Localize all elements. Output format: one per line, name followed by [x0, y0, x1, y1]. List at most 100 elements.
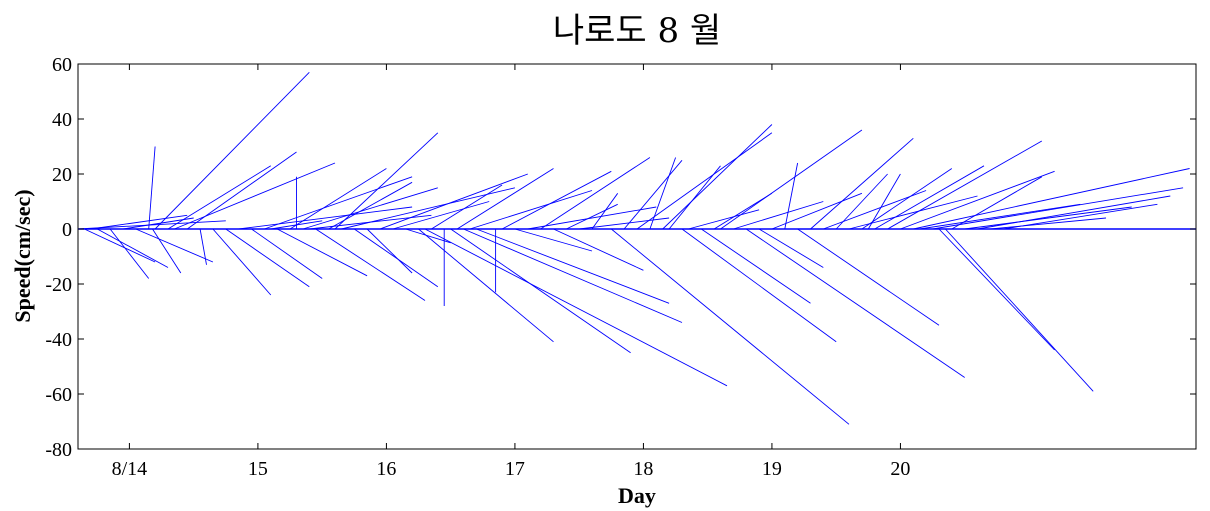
vector-stick [964, 206, 1132, 230]
vector-stick [264, 176, 413, 230]
vector-stick [90, 214, 188, 230]
vector-stick [84, 228, 156, 263]
vector-stick [784, 162, 799, 230]
x-tick-label: 15 [248, 458, 268, 480]
vector-stick [688, 209, 760, 230]
x-tick-label: 17 [505, 458, 525, 480]
chart-title: 나로도 8 월 [553, 11, 721, 51]
vector-stick [990, 217, 1107, 230]
vector-stick [861, 168, 953, 230]
y-axis-label: Speed(cm/sec) [10, 189, 35, 322]
vector-stick [238, 206, 413, 230]
vector-stick [251, 228, 323, 279]
vector-stick [450, 228, 631, 354]
vector-stick [900, 170, 1055, 230]
vector-stick [566, 203, 618, 230]
vector-stick [456, 168, 554, 230]
vector-stick [720, 129, 863, 230]
vector-stick [501, 170, 612, 230]
x-axis-ticks: 8/14 15 16 17 18 19 20 [112, 64, 910, 480]
vector-sticks [77, 71, 1190, 425]
vector-stick [579, 217, 670, 230]
plot-area-frame [77, 63, 1197, 450]
y-tick-label: -60 [45, 384, 72, 406]
x-tick-label: 18 [633, 458, 653, 480]
vector-stick [932, 187, 1184, 230]
vector-stick [540, 157, 651, 230]
vector-stick [392, 201, 490, 230]
vector-stick [424, 228, 728, 387]
y-tick-label: 40 [52, 109, 72, 131]
vector-stick [97, 228, 169, 268]
vector-stick [733, 201, 824, 230]
vector-stick [810, 137, 914, 230]
x-tick-label: 8/14 [112, 458, 148, 480]
x-axis-label: Day [618, 483, 656, 508]
y-tick-label: -80 [45, 439, 72, 461]
vector-stick [874, 165, 985, 230]
vector-stick [636, 132, 773, 230]
vector-stick [835, 173, 888, 230]
vector-stick [938, 228, 1055, 351]
vector-stick [186, 151, 297, 230]
vector-stick [553, 228, 644, 271]
vector-stick [122, 217, 194, 230]
vector-stick [701, 228, 811, 304]
vector-stick [913, 168, 1190, 230]
vector-stick [167, 165, 272, 230]
vector-stick [148, 146, 156, 230]
vector-stick [302, 187, 438, 230]
vector-stick [135, 228, 214, 263]
vector-stick [418, 228, 554, 343]
vector-stick [514, 228, 593, 252]
x-tick-label: 19 [762, 458, 782, 480]
vector-stick [315, 228, 426, 301]
vector-stick [662, 124, 773, 230]
x-tick-label: 20 [890, 458, 910, 480]
vector-stick [951, 176, 1043, 230]
y-tick-label: 0 [62, 219, 72, 241]
y-tick-label: 20 [52, 164, 72, 186]
y-tick-label: -20 [45, 274, 72, 296]
vector-stick [668, 165, 721, 230]
vector-stick [405, 228, 451, 244]
vector-stick [212, 228, 272, 296]
vector-stick [527, 206, 657, 230]
vector-stick [152, 228, 182, 274]
vector-stick [591, 193, 619, 230]
vector-stick [945, 228, 1094, 392]
vector-stick [174, 162, 336, 230]
vector-stick [797, 228, 940, 326]
vector-stick [276, 228, 368, 277]
vector-stick [199, 228, 207, 265]
vector-stick [109, 228, 150, 279]
vector-stick [919, 203, 1081, 230]
y-tick-label: 60 [52, 54, 72, 76]
vector-stick [977, 195, 1171, 230]
x-tick-label: 16 [376, 458, 396, 480]
vector-stick [328, 181, 413, 230]
vector-stick [463, 228, 683, 323]
vector-stick [771, 192, 863, 230]
vector-stick [758, 228, 824, 268]
vector-stick [745, 228, 965, 378]
vector-stick [476, 228, 670, 304]
vector-stick [366, 228, 413, 274]
vector-stick [469, 190, 593, 230]
y-tick-label: -40 [45, 329, 72, 351]
vector-stick [431, 184, 503, 230]
vector-stick [649, 157, 677, 230]
vector-stick [1003, 203, 1158, 230]
vector-stick [887, 140, 1043, 230]
vector-stick [154, 71, 310, 230]
vector-stick [334, 132, 439, 230]
vector-stick [623, 160, 683, 230]
vector-stick [611, 228, 850, 425]
vector-stick [289, 168, 387, 230]
vector-stick [867, 173, 901, 230]
y-axis-ticks: 60 40 20 0 -20 -40 -60 -80 [45, 54, 1196, 461]
vector-stick [225, 228, 310, 288]
vector-stick [681, 228, 837, 343]
vector-stick [379, 173, 528, 230]
